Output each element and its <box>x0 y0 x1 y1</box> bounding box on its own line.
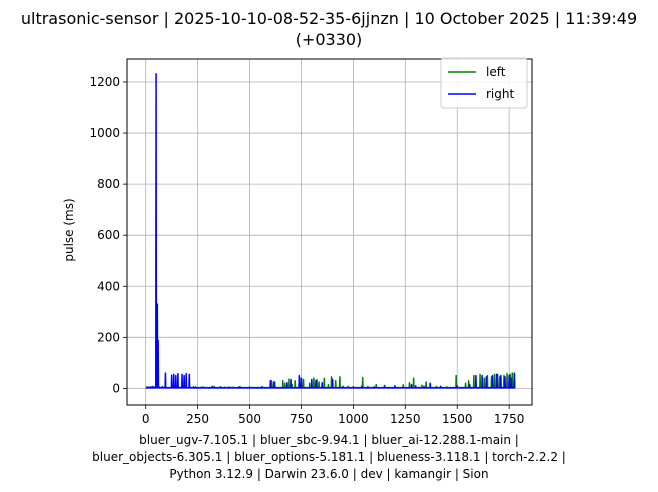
footer-line-1: bluer_ugv-7.105.1 | bluer_sbc-9.94.1 | b… <box>139 433 519 447</box>
legend: left right <box>440 57 528 109</box>
y-axis-ticks: 0 200 400 600 800 1000 1200 <box>89 75 127 395</box>
chart-title: ultrasonic-sensor | 2025-10-10-08-52-35-… <box>21 9 637 49</box>
y-tick-label: 1200 <box>89 75 120 89</box>
x-tick-label: 1500 <box>442 412 473 426</box>
x-tick-label: 1000 <box>338 412 369 426</box>
series-line-right <box>145 73 516 389</box>
y-axis-label: pulse (ms) <box>62 198 76 261</box>
y-tick-label: 600 <box>97 228 120 242</box>
chart-title-line-2: (+0330) <box>296 30 363 49</box>
x-tick-label: 250 <box>186 412 209 426</box>
footer-line-3: Python 3.12.9 | Darwin 23.6.0 | dev | ka… <box>169 467 488 481</box>
plot-series <box>145 73 516 389</box>
legend-box <box>440 57 528 109</box>
grid <box>127 59 532 405</box>
x-tick-label: 750 <box>290 412 313 426</box>
y-tick-label: 0 <box>112 381 120 395</box>
legend-label-right: right <box>486 87 514 101</box>
legend-label-left: left <box>486 65 506 79</box>
plot-frame <box>126 58 533 406</box>
chart-title-line-1: ultrasonic-sensor | 2025-10-10-08-52-35-… <box>21 9 637 28</box>
y-tick-label: 800 <box>97 177 120 191</box>
footer-line-2: bluer_objects-6.305.1 | bluer_options-5.… <box>92 450 566 464</box>
x-tick-label: 1750 <box>494 412 525 426</box>
y-tick-label: 200 <box>97 330 120 344</box>
y-tick-label: 400 <box>97 279 120 293</box>
x-tick-label: 1250 <box>390 412 421 426</box>
footer-versions: bluer_ugv-7.105.1 | bluer_sbc-9.94.1 | b… <box>92 433 566 481</box>
x-axis-ticks: 0 250 500 750 1000 1250 1500 1750 <box>142 405 525 426</box>
y-tick-label: 1000 <box>89 126 120 140</box>
x-tick-label: 500 <box>238 412 261 426</box>
x-tick-label: 0 <box>142 412 150 426</box>
